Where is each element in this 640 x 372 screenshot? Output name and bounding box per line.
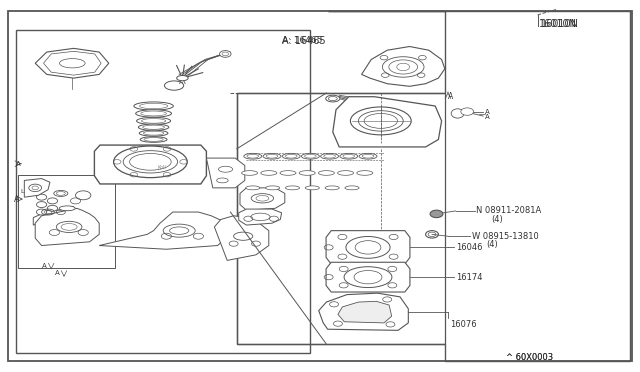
Polygon shape [326, 262, 410, 292]
Circle shape [36, 202, 47, 208]
Circle shape [47, 205, 58, 211]
Polygon shape [326, 231, 410, 264]
Text: A: A [485, 109, 490, 115]
Text: A: A [448, 92, 453, 101]
Polygon shape [319, 293, 408, 330]
Polygon shape [99, 212, 230, 249]
Ellipse shape [345, 186, 359, 190]
Bar [18, 175, 115, 268]
Polygon shape [362, 46, 445, 86]
Bar [16, 30, 310, 353]
Text: A: 16465: A: 16465 [282, 36, 322, 45]
Ellipse shape [326, 95, 340, 102]
Polygon shape [95, 145, 206, 184]
Ellipse shape [305, 186, 319, 190]
Ellipse shape [244, 153, 262, 159]
Ellipse shape [261, 171, 277, 175]
Text: 16010N: 16010N [541, 19, 579, 29]
Polygon shape [35, 48, 109, 78]
Text: W 08915-13810: W 08915-13810 [472, 232, 538, 241]
Ellipse shape [285, 186, 300, 190]
Ellipse shape [60, 206, 76, 211]
Ellipse shape [300, 171, 315, 175]
Polygon shape [214, 216, 269, 260]
Text: ^ 60X0003: ^ 60X0003 [506, 353, 553, 362]
Text: 16174: 16174 [456, 273, 482, 282]
Ellipse shape [280, 171, 296, 175]
Text: A: A [15, 161, 20, 167]
Ellipse shape [263, 153, 281, 159]
Text: A: A [55, 270, 60, 276]
Ellipse shape [321, 153, 339, 159]
Circle shape [36, 194, 47, 200]
Ellipse shape [301, 153, 319, 159]
Ellipse shape [54, 190, 68, 196]
Polygon shape [206, 158, 245, 188]
Polygon shape [35, 208, 99, 246]
Ellipse shape [266, 186, 280, 190]
Circle shape [220, 51, 231, 57]
Circle shape [36, 209, 47, 215]
Text: A: 16465: A: 16465 [282, 36, 325, 46]
Ellipse shape [357, 171, 373, 175]
Text: 16076: 16076 [450, 320, 477, 329]
Polygon shape [338, 301, 392, 323]
Ellipse shape [451, 109, 464, 118]
Circle shape [461, 108, 474, 115]
Ellipse shape [140, 137, 167, 142]
Text: Koll: Koll [157, 165, 166, 170]
Ellipse shape [359, 153, 377, 159]
Text: A: A [485, 114, 490, 120]
Text: (4): (4) [486, 240, 498, 249]
Ellipse shape [136, 118, 171, 124]
Text: 16010N: 16010N [539, 19, 577, 29]
Ellipse shape [383, 57, 424, 77]
Text: A: A [14, 195, 19, 203]
Ellipse shape [136, 110, 172, 117]
Ellipse shape [319, 171, 334, 175]
Ellipse shape [113, 146, 187, 178]
Ellipse shape [134, 102, 173, 110]
Text: 16046: 16046 [456, 243, 482, 252]
Text: A: A [42, 263, 47, 269]
Polygon shape [239, 209, 282, 225]
Text: (4): (4) [491, 215, 502, 224]
Text: ^ 60X0003: ^ 60X0003 [506, 353, 553, 362]
Ellipse shape [138, 124, 169, 131]
Ellipse shape [242, 171, 258, 175]
Polygon shape [33, 206, 74, 225]
Polygon shape [24, 179, 50, 197]
Circle shape [47, 198, 58, 204]
Text: L: L [20, 189, 24, 194]
Ellipse shape [246, 186, 260, 190]
Ellipse shape [282, 153, 300, 159]
Ellipse shape [340, 153, 358, 159]
Bar [237, 93, 445, 344]
Ellipse shape [177, 76, 188, 81]
Polygon shape [333, 97, 442, 147]
Circle shape [430, 210, 443, 218]
Ellipse shape [325, 186, 339, 190]
Ellipse shape [140, 130, 168, 136]
Ellipse shape [164, 81, 184, 90]
Ellipse shape [338, 171, 354, 175]
Text: N 08911-2081A: N 08911-2081A [476, 206, 541, 215]
Polygon shape [240, 188, 285, 210]
